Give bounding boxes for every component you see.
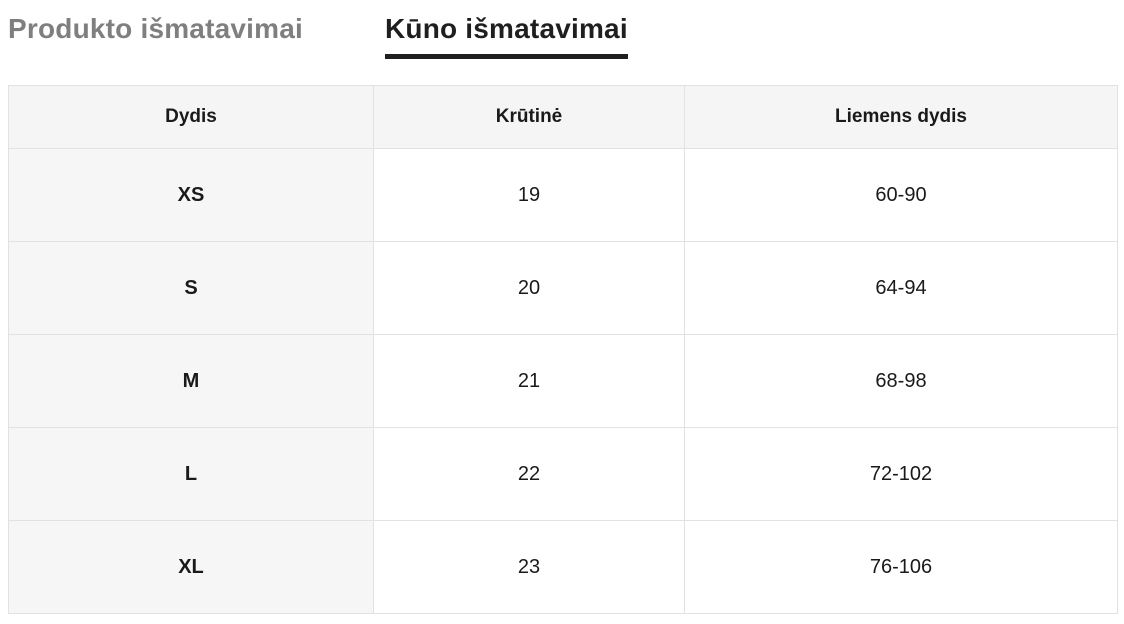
chest-cell: 21 — [373, 334, 685, 428]
size-table: Dydis Krūtinė Liemens dydis XS 19 60-90 … — [8, 85, 1118, 614]
size-cell: S — [8, 241, 374, 335]
waist-cell: 76-106 — [684, 520, 1118, 614]
header-size: Dydis — [8, 85, 374, 149]
waist-cell: 68-98 — [684, 334, 1118, 428]
waist-cell: 60-90 — [684, 148, 1118, 242]
table-header-row: Dydis Krūtinė Liemens dydis — [8, 85, 1118, 149]
chest-cell: 22 — [373, 427, 685, 521]
chest-cell: 23 — [373, 520, 685, 614]
table-row: XL 23 76-106 — [8, 520, 1118, 614]
header-chest: Krūtinė — [373, 85, 685, 149]
header-waist: Liemens dydis — [684, 85, 1118, 149]
waist-cell: 64-94 — [684, 241, 1118, 335]
table-row: L 22 72-102 — [8, 427, 1118, 521]
table-row: M 21 68-98 — [8, 334, 1118, 428]
size-cell: XL — [8, 520, 374, 614]
tab-bar: Produkto išmatavimai Kūno išmatavimai — [0, 0, 1124, 75]
size-cell: L — [8, 427, 374, 521]
size-cell: M — [8, 334, 374, 428]
size-cell: XS — [8, 148, 374, 242]
chest-cell: 20 — [373, 241, 685, 335]
tab-body-measurements[interactable]: Kūno išmatavimai — [384, 10, 628, 59]
chest-cell: 19 — [373, 148, 685, 242]
table-row: S 20 64-94 — [8, 241, 1118, 335]
table-row: XS 19 60-90 — [8, 148, 1118, 242]
waist-cell: 72-102 — [684, 427, 1118, 521]
tab-product-measurements[interactable]: Produkto išmatavimai — [8, 13, 303, 44]
